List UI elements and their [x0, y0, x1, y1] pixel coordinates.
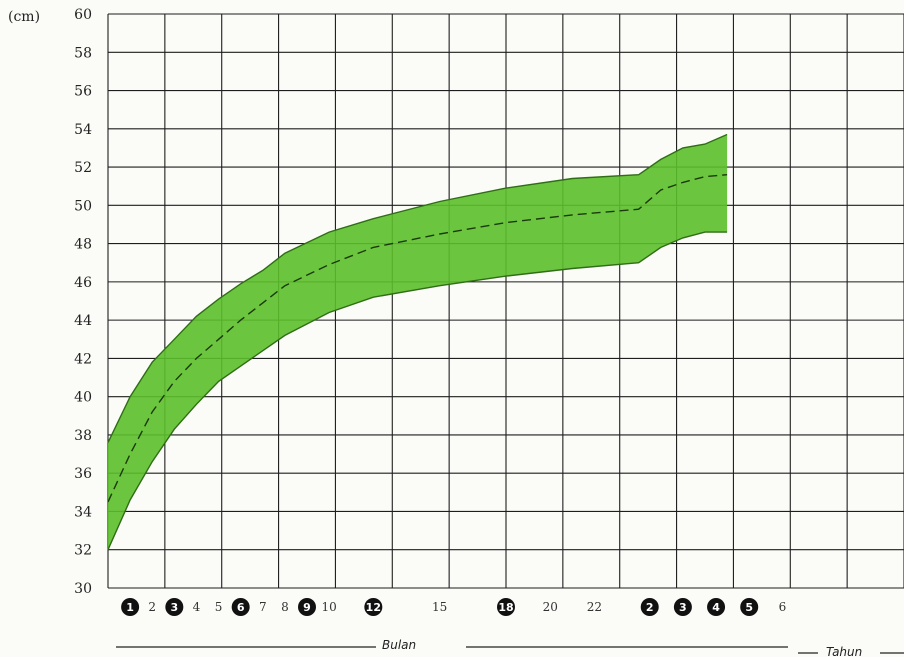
x-tick-label: 6	[779, 600, 787, 614]
x-tick-label: 8	[281, 600, 289, 614]
x-label-badge	[707, 598, 726, 616]
y-tick-label: 34	[74, 504, 92, 520]
grid	[107, 13, 904, 589]
y-tick-label: 52	[74, 160, 92, 176]
x-tick-label: 20	[543, 600, 558, 614]
x-tick-label: 5	[215, 600, 223, 614]
y-tick-label: 30	[74, 581, 92, 597]
y-axis-unit-label: (cm)	[8, 9, 40, 25]
x-label-badge	[364, 598, 383, 616]
median-dashed-line	[107, 174, 728, 503]
y-tick-label: 40	[74, 390, 92, 406]
y-tick-label: 38	[74, 428, 92, 444]
x-axis-labels: 1 2 3 4 5 6 7 8 9 10 12 15 18 20 22 2 3 4 5 6	[121, 598, 786, 616]
y-axis-ticks: 30 32 34 36 38 40 42 44 46 48 50 52 54 56 58 60	[74, 7, 92, 597]
y-tick-label: 36	[74, 466, 92, 482]
x-label-badge	[121, 598, 140, 616]
x-label-badge	[165, 598, 184, 616]
x-label-badge	[673, 598, 692, 616]
normal-range-band	[108, 134, 728, 550]
years-caption: Tahun	[826, 645, 862, 657]
x-tick-label: 18	[498, 601, 513, 614]
x-tick-label: 2	[646, 601, 654, 614]
x-axis-captions: Bulan Tahun	[116, 638, 904, 657]
x-tick-label: 6	[237, 601, 245, 614]
y-tick-label: 48	[74, 237, 92, 253]
x-tick-label: 15	[432, 600, 447, 614]
x-tick-label: 22	[587, 600, 602, 614]
x-tick-label: 3	[679, 601, 687, 614]
y-tick-label: 60	[74, 7, 92, 23]
x-tick-label: 7	[259, 600, 267, 614]
x-label-badge	[497, 598, 515, 616]
x-tick-label: 5	[745, 601, 753, 614]
y-tick-label: 44	[74, 313, 92, 329]
y-tick-label: 54	[74, 122, 92, 138]
months-caption: Bulan	[382, 638, 416, 652]
upper-limit-line	[107, 133, 728, 443]
y-tick-label: 58	[74, 45, 92, 61]
x-tick-label: 12	[366, 601, 381, 614]
x-tick-label: 4	[193, 600, 201, 614]
growth-band	[107, 133, 728, 550]
y-tick-label: 56	[74, 84, 92, 100]
x-label-badge	[740, 598, 759, 616]
x-tick-label: 9	[303, 601, 311, 614]
y-tick-label: 42	[74, 351, 92, 367]
x-label-badge	[640, 598, 659, 616]
x-label-badge	[231, 598, 250, 616]
x-tick-label: 2	[148, 600, 156, 614]
y-tick-label: 32	[74, 543, 92, 559]
x-tick-label: 4	[712, 601, 720, 614]
y-tick-label: 50	[74, 198, 92, 214]
lower-limit-line	[107, 231, 728, 550]
x-tick-label: 3	[171, 601, 179, 614]
x-tick-label: 10	[321, 600, 336, 614]
y-tick-label: 46	[74, 275, 92, 291]
x-tick-label: 1	[126, 601, 134, 614]
x-label-badge	[298, 598, 316, 616]
